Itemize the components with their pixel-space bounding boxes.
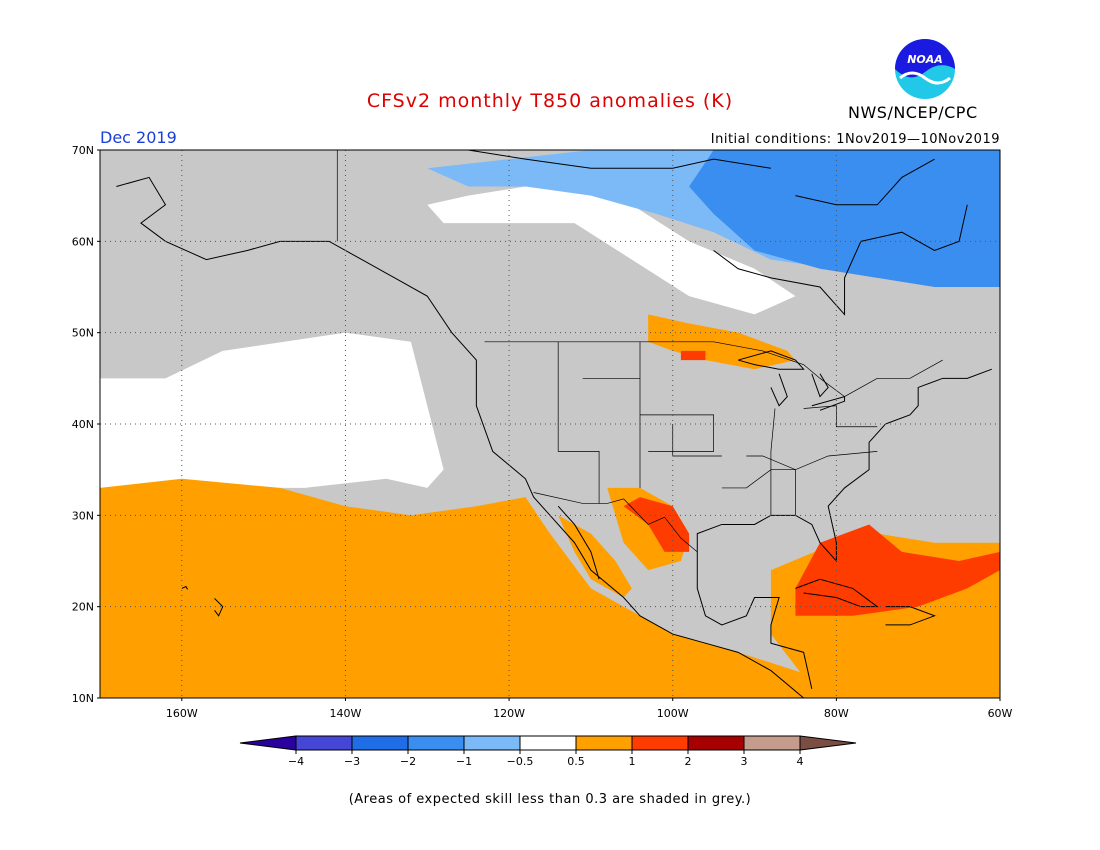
- border-line: [803, 405, 878, 428]
- coastline: [557, 505, 600, 580]
- colorbar-box: [407, 735, 465, 751]
- coastline: [795, 158, 935, 206]
- lon-tick-label: 80W: [824, 707, 849, 720]
- colorbar-labels: −4 −3 −2 −1 −0.5 0.5 1 2 3 4: [288, 750, 804, 768]
- latitude-labels: 70N 60N 50N 40N 30N 20N 10N: [72, 144, 100, 705]
- coastline: [770, 373, 788, 407]
- colorbar-box: [687, 735, 745, 751]
- lon-tick-label: 140W: [330, 707, 362, 720]
- noaa-logo-icon: NOAA: [895, 39, 955, 99]
- coastline: [885, 606, 936, 626]
- initial-conditions: Initial conditions: 1Nov2019—10Nov2019: [710, 132, 1000, 147]
- lon-tick-label: 160W: [166, 707, 198, 720]
- border-line: [770, 408, 776, 516]
- colorbar-high-arrow: [799, 735, 857, 751]
- colorbar-box: [295, 735, 353, 751]
- lat-tick-label: 50N: [72, 327, 94, 340]
- lon-tick-label: 100W: [657, 707, 689, 720]
- colorbar-tick-label: −4: [288, 755, 304, 768]
- agency-label: NWS/NCEP/CPC: [848, 103, 978, 122]
- colorbar-box: [519, 735, 577, 751]
- coastline: [713, 204, 968, 316]
- graticule: [100, 150, 1000, 698]
- colorbar-tick-label: 1: [629, 755, 636, 768]
- coastline: [795, 578, 879, 608]
- colorbar-tick-label: −3: [344, 755, 360, 768]
- colorbar-tick-label: 4: [797, 755, 804, 768]
- anomaly-region: [558, 515, 632, 598]
- colorbar-box: [743, 735, 801, 751]
- colorbar-tick-label: −2: [400, 755, 416, 768]
- colorbar-tick-label: 3: [741, 755, 748, 768]
- anomaly-region: [100, 332, 444, 488]
- lat-tick-label: 60N: [72, 235, 94, 248]
- coastline: [811, 373, 829, 398]
- colorbar-tick-label: −0.5: [507, 755, 534, 768]
- lon-tick-label: 60W: [988, 707, 1013, 720]
- colorbar-tick-label: 0.5: [567, 755, 585, 768]
- forecast-month: Dec 2019: [100, 128, 177, 147]
- anomaly-region: [427, 186, 796, 315]
- longitude-labels: 160W 140W 120W 100W 80W 60W: [166, 698, 1013, 720]
- border-line: [557, 341, 600, 504]
- border-line: [533, 492, 698, 553]
- colorbar-boxes: [239, 735, 857, 751]
- anomaly-region: [100, 478, 878, 698]
- coastline: [468, 149, 771, 169]
- anomaly-region: [648, 314, 796, 370]
- lat-tick-label: 20N: [72, 601, 94, 614]
- colorbar-box: [575, 735, 633, 751]
- colorbar-low-arrow: [239, 735, 297, 751]
- footnote: (Areas of expected skill less than 0.3 a…: [348, 792, 752, 807]
- border-line: [484, 341, 943, 398]
- lat-tick-label: 30N: [72, 509, 94, 522]
- lat-tick-label: 40N: [72, 418, 94, 431]
- coastline: [696, 368, 992, 563]
- border-line: [640, 414, 714, 452]
- colorbar-box: [351, 735, 409, 751]
- border-line: [721, 469, 796, 489]
- svg-text:NOAA: NOAA: [907, 53, 943, 66]
- coastline: [181, 585, 188, 590]
- chart-title: CFSv2 monthly T850 anomalies (K): [366, 90, 734, 112]
- anomaly-region: [689, 150, 1000, 287]
- coastline: [116, 176, 804, 699]
- lat-tick-label: 70N: [72, 144, 94, 157]
- anomaly-region: [680, 350, 706, 361]
- lat-tick-label: 10N: [72, 692, 94, 705]
- coastline: [214, 598, 224, 617]
- coastline: [738, 350, 805, 370]
- colorbar-tick-label: −1: [456, 755, 472, 768]
- colorbar-box: [463, 735, 521, 751]
- coastlines: [116, 149, 992, 699]
- lon-tick-label: 120W: [493, 707, 525, 720]
- colorbar-box: [631, 735, 689, 751]
- colorbar-tick-label: 2: [685, 755, 692, 768]
- anomaly-region: [795, 524, 1000, 616]
- coastline: [696, 551, 813, 689]
